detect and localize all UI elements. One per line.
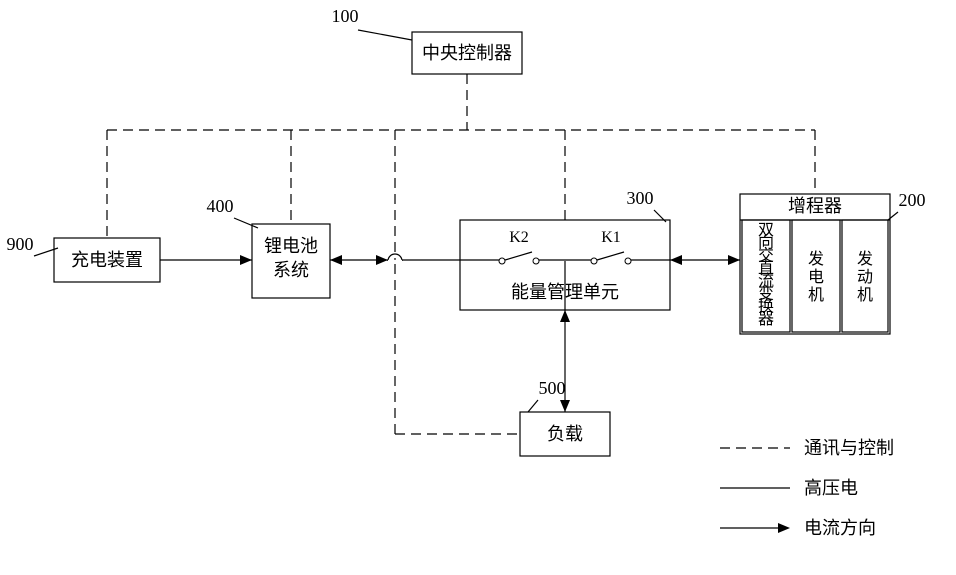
svg-text:器: 器	[758, 310, 774, 328]
svg-text:中央控制器: 中央控制器	[422, 43, 512, 63]
svg-text:高压电: 高压电	[804, 478, 858, 498]
svg-text:400: 400	[207, 196, 234, 216]
svg-text:电: 电	[808, 268, 824, 286]
svg-text:发: 发	[857, 250, 873, 268]
svg-text:500: 500	[539, 378, 566, 398]
svg-text:机: 机	[808, 286, 824, 304]
svg-text:增程器: 增程器	[788, 196, 842, 216]
diagram-canvas: K2K1中央控制器充电装置锂电池系统能量管理单元增程器双向交直流变换器发电机发动…	[0, 0, 956, 575]
svg-text:K1: K1	[601, 229, 621, 246]
svg-text:负载: 负载	[547, 424, 583, 444]
svg-text:动: 动	[857, 268, 873, 286]
svg-text:200: 200	[899, 190, 926, 210]
svg-text:900: 900	[7, 234, 34, 254]
svg-text:电流方向: 电流方向	[804, 518, 876, 538]
svg-text:锂电池: 锂电池	[264, 236, 318, 256]
svg-text:通讯与控制: 通讯与控制	[804, 438, 894, 458]
svg-text:能量管理单元: 能量管理单元	[511, 282, 619, 302]
svg-text:100: 100	[332, 6, 359, 26]
svg-text:系统: 系统	[273, 260, 309, 280]
svg-text:机: 机	[857, 286, 873, 304]
svg-text:300: 300	[627, 188, 654, 208]
svg-text:K2: K2	[509, 229, 529, 246]
svg-text:充电装置: 充电装置	[71, 250, 143, 270]
svg-text:发: 发	[808, 250, 824, 268]
